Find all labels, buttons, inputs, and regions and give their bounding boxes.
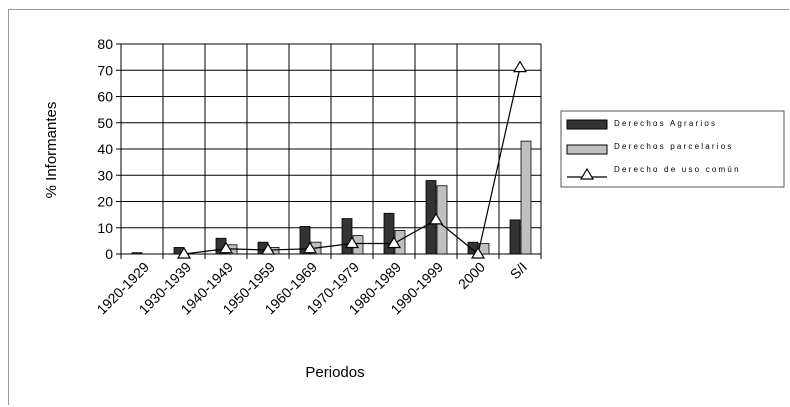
bar-derechos-agrarios-1920-1929 [131, 252, 143, 255]
x-tick-label: 2000 [455, 259, 488, 292]
y-tick-label: 40 [97, 141, 113, 157]
bar-derechos-parcelarios-s-i [520, 140, 532, 255]
x-tick-labels: 1920-19291930-19391940-19491950-19591960… [93, 259, 530, 318]
point-derecho-de-uso-comun-s-i [512, 60, 528, 73]
y-tick-label: 30 [97, 167, 113, 183]
y-axis-label: % Informantes [43, 102, 60, 199]
bar-derechos-agrarios-1960-1969 [299, 226, 311, 255]
x-tick-label: S/I [507, 259, 530, 282]
point-derecho-de-uso-comun-1980-1989 [386, 236, 402, 249]
x-axis-label: Periodos [305, 364, 364, 381]
legend-label-derechos-agrarios: Derechos Agrarios [614, 119, 717, 128]
line-series [176, 60, 528, 259]
legend-swatch-derechos-parcelarios [566, 144, 608, 155]
bars [131, 140, 532, 255]
y-tick-label: 60 [97, 89, 113, 105]
legend: Derechos Agrarios Derechos parcelarios D… [560, 110, 785, 188]
point-derecho-de-uso-comun-2000 [470, 246, 486, 259]
legend-label-derecho-uso-comun: Derecho de uso común [614, 165, 741, 174]
bar-derechos-agrarios-s-i [509, 219, 521, 255]
point-derecho-de-uso-comun-1960-1969 [302, 241, 318, 254]
y-tick-label: 50 [97, 115, 113, 131]
gridlines [116, 43, 542, 259]
legend-marker-derecho-uso-comun [579, 167, 595, 180]
bar-derechos-agrarios-1970-1979 [341, 218, 353, 255]
point-derecho-de-uso-comun-1940-1949 [218, 241, 234, 254]
y-tick-label: 70 [97, 62, 113, 78]
y-tick-labels: 0 10 20 30 40 50 60 70 80 [97, 36, 113, 262]
point-derecho-de-uso-comun-1930-1939 [176, 246, 192, 259]
legend-swatch-derechos-agrarios [566, 119, 608, 130]
point-derecho-de-uso-comun-1990-1999 [428, 212, 444, 225]
chart-frame [8, 9, 789, 405]
point-derecho-de-uso-comun-1950-1959 [260, 242, 276, 255]
y-tick-label: 20 [97, 194, 113, 210]
y-tick-label: 0 [105, 246, 113, 262]
point-derecho-de-uso-comun-1970-1979 [344, 236, 360, 249]
y-tick-label: 10 [97, 220, 113, 236]
bar-derechos-agrarios-1980-1989 [383, 212, 395, 255]
y-tick-label: 80 [97, 36, 113, 52]
legend-label-derechos-parcelarios: Derechos parcelarios [614, 142, 734, 151]
